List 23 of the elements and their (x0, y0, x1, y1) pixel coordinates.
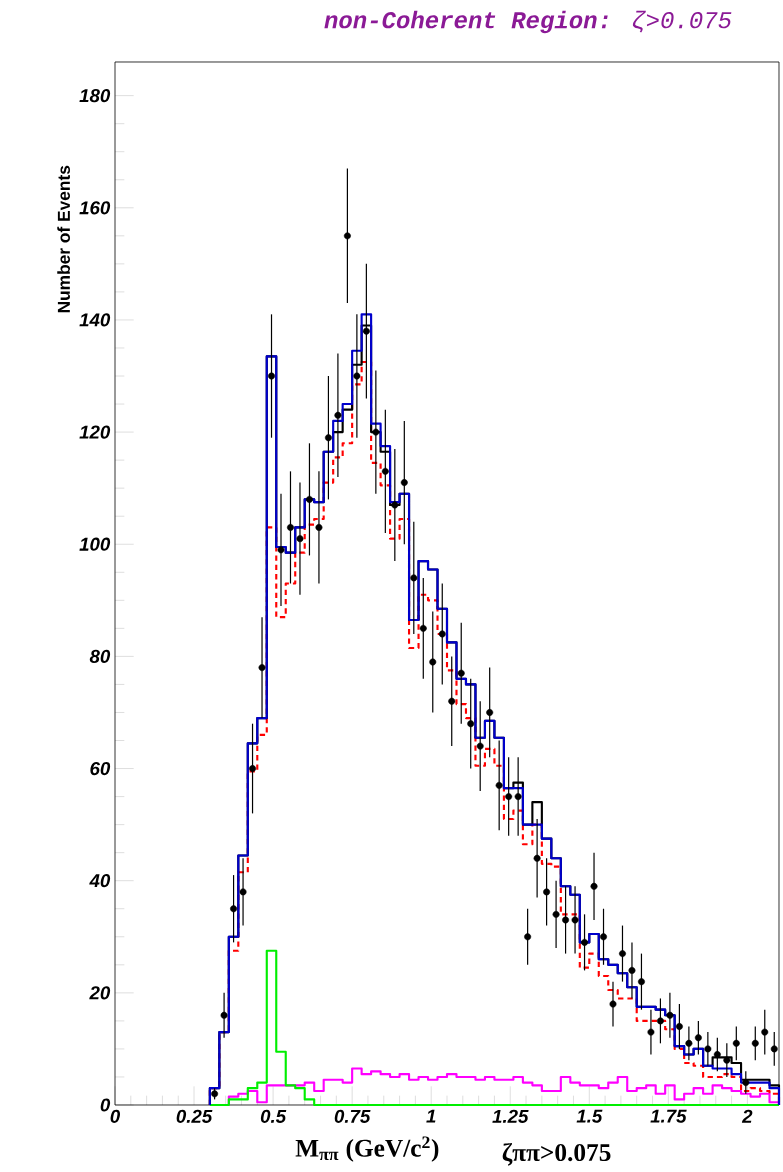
y-tick-label: 40 (89, 874, 111, 888)
y-tick-label: 140 (79, 313, 111, 327)
y-tick-label: 180 (79, 89, 111, 103)
y-tick-label: 100 (79, 537, 111, 551)
y-axis-title: Number of Events (57, 165, 70, 313)
x-tick-label: 1.25 (492, 1109, 529, 1123)
y-tick-label: 160 (79, 201, 111, 215)
y-tick-label: 120 (79, 425, 111, 439)
y-tick-label: 80 (89, 649, 111, 664)
chart-title: non-Coherent Region: ζ>0.075 (324, 10, 732, 34)
x-tick-label: 1.75 (650, 1109, 687, 1123)
x-tick-label: 0.75 (334, 1109, 371, 1123)
x-tick-label: 1 (426, 1109, 436, 1123)
x-tick-label: 0.25 (176, 1109, 213, 1123)
x-tick-label: 0.5 (260, 1109, 287, 1123)
y-tick-label: 0 (100, 1098, 111, 1112)
x-tick-label: 0 (110, 1109, 121, 1123)
x-tick-label: 2 (741, 1109, 753, 1123)
x-tick-label: 1.5 (576, 1109, 603, 1123)
x-axis-title: M$_{ππ}$ (GeV/c$^{2}$) (295, 1136, 439, 1162)
text: ζππ>0.075 (502, 1143, 611, 1166)
y-tick-label: 60 (90, 761, 111, 776)
y-tick-label: 20 (89, 986, 111, 1000)
